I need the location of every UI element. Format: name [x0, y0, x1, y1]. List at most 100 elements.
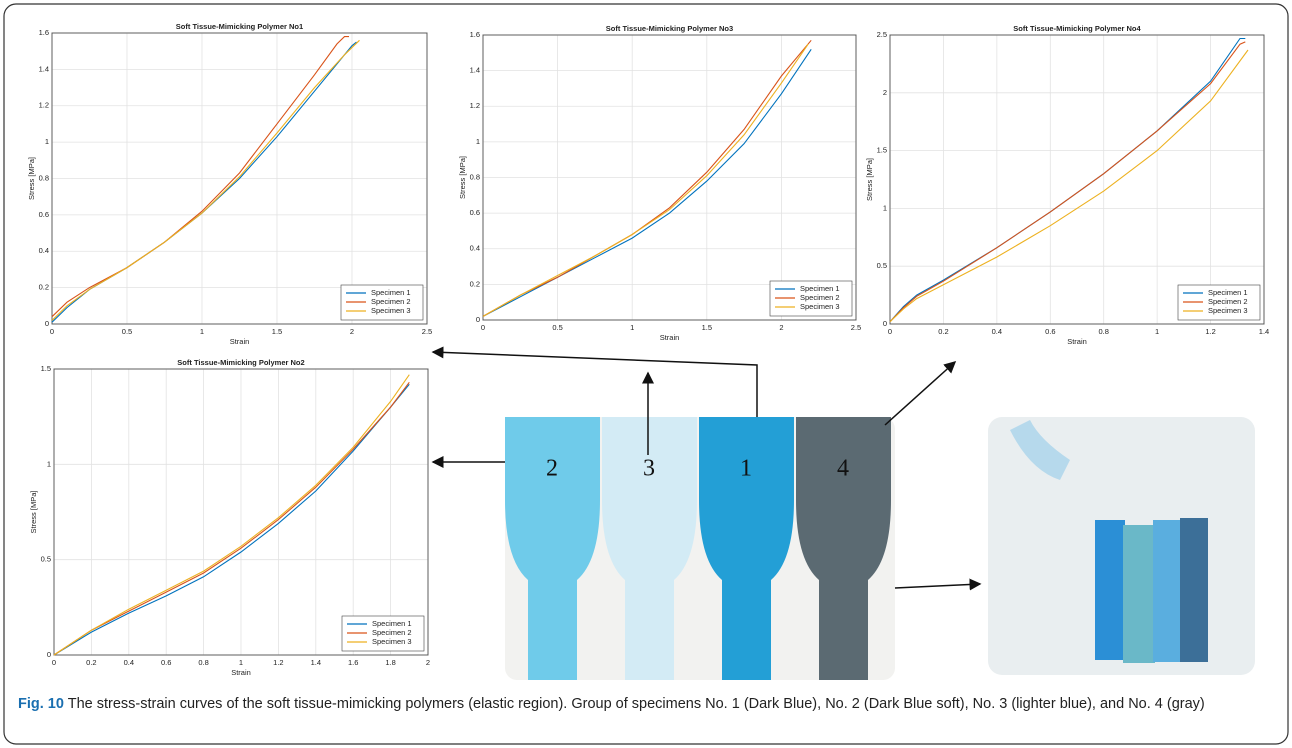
y-tick-label: 1 — [883, 203, 887, 212]
legend-label: Specimen 3 — [1208, 306, 1248, 315]
y-tick-label: 1.5 — [877, 146, 887, 155]
specimen-label: 1 — [740, 456, 752, 482]
x-tick-label: 0.2 — [86, 658, 96, 667]
data-line — [482, 48, 812, 317]
x-tick-label: 2 — [350, 327, 354, 336]
x-tick-label: 0.2 — [938, 327, 948, 336]
legend-label: Specimen 3 — [371, 306, 411, 315]
x-tick-label: 0 — [481, 323, 485, 332]
caption-label: Fig. 10 — [18, 696, 64, 712]
x-tick-label: 0.6 — [161, 658, 171, 667]
chart-title: Soft Tissue-Mimicking Polymer No3 — [606, 24, 733, 33]
y-tick-label: 0 — [476, 315, 480, 324]
y-tick-label: 1.4 — [39, 64, 49, 73]
data-line — [51, 36, 349, 318]
x-tick-label: 0 — [50, 327, 54, 336]
x-axis-label: Strain — [230, 337, 250, 346]
chart-title: Soft Tissue-Mimicking Polymer No2 — [177, 358, 304, 367]
axes-box — [889, 34, 1265, 325]
data-line — [53, 383, 410, 656]
x-axis-label: Strain — [1067, 337, 1087, 346]
x-tick-label: 1.4 — [1259, 327, 1269, 336]
x-tick-label: 0.4 — [124, 658, 134, 667]
chart-title: Soft Tissue-Mimicking Polymer No4 — [1013, 24, 1141, 33]
x-tick-label: 1 — [630, 323, 634, 332]
x-tick-label: 1.8 — [385, 658, 395, 667]
y-tick-label: 0 — [883, 319, 887, 328]
x-tick-label: 2.5 — [851, 323, 861, 332]
x-tick-label: 1.4 — [311, 658, 321, 667]
y-tick-label: 0.2 — [39, 283, 49, 292]
x-tick-label: 1.2 — [1205, 327, 1215, 336]
y-tick-label: 0 — [45, 319, 49, 328]
x-tick-label: 1 — [200, 327, 204, 336]
x-tick-label: 0.5 — [122, 327, 132, 336]
y-tick-label: 0.6 — [470, 208, 480, 217]
x-tick-label: 0 — [888, 327, 892, 336]
legend-label: Specimen 2 — [372, 628, 412, 637]
legend-label: Specimen 3 — [372, 637, 412, 646]
y-tick-label: 1.2 — [39, 101, 49, 110]
caption: Fig. 10 The stress-strain curves of the … — [18, 693, 1268, 715]
data-line — [51, 39, 360, 321]
y-axis-label: Stress [MPa] — [865, 158, 874, 201]
x-tick-label: 1.6 — [348, 658, 358, 667]
data-line — [53, 381, 410, 656]
y-tick-label: 1.6 — [470, 30, 480, 39]
y-tick-label: 0.4 — [470, 244, 480, 253]
photo-stack — [988, 417, 1255, 675]
legend-label: Specimen 1 — [1208, 288, 1248, 297]
y-tick-label: 1.2 — [470, 101, 480, 110]
x-tick-label: 2 — [779, 323, 783, 332]
arrows — [431, 346, 982, 591]
x-tick-label: 1.2 — [273, 658, 283, 667]
specimen-label: 3 — [643, 456, 655, 482]
x-tick-label: 0.8 — [1098, 327, 1108, 336]
y-tick-label: 1.6 — [39, 28, 49, 37]
x-tick-label: 1 — [239, 658, 243, 667]
plot-area — [889, 34, 1265, 325]
x-tick-label: 0 — [52, 658, 56, 667]
x-axis-label: Strain — [660, 333, 680, 342]
data-line — [482, 39, 812, 317]
legend-label: Specimen 1 — [372, 619, 412, 628]
axes-box — [51, 32, 428, 325]
x-tick-label: 1.5 — [272, 327, 282, 336]
data-line — [889, 41, 1246, 323]
y-tick-label: 0.8 — [470, 172, 480, 181]
x-tick-label: 1.5 — [702, 323, 712, 332]
y-tick-label: 2 — [883, 88, 887, 97]
specimen-label: 2 — [546, 456, 558, 482]
y-tick-label: 0 — [47, 650, 51, 659]
y-tick-label: 1 — [45, 137, 49, 146]
caption-text: The stress-strain curves of the soft tis… — [67, 696, 1205, 712]
y-axis-label: Stress [MPa] — [27, 157, 36, 200]
data-line — [889, 49, 1249, 323]
y-tick-label: 2.5 — [877, 30, 887, 39]
legend-label: Specimen 1 — [800, 284, 840, 293]
photo-specimens — [505, 417, 895, 680]
x-tick-label: 0.6 — [1045, 327, 1055, 336]
chart-title: Soft Tissue-Mimicking Polymer No1 — [176, 22, 303, 31]
y-tick-label: 0.2 — [470, 279, 480, 288]
x-tick-label: 2 — [426, 658, 430, 667]
legend-label: Specimen 2 — [1208, 297, 1248, 306]
legend-label: Specimen 3 — [800, 302, 840, 311]
x-tick-label: 2.5 — [422, 327, 432, 336]
y-tick-label: 0.8 — [39, 173, 49, 182]
x-tick-label: 0.5 — [552, 323, 562, 332]
legend-label: Specimen 2 — [800, 293, 840, 302]
x-axis-label: Strain — [231, 668, 251, 677]
legend-label: Specimen 1 — [371, 288, 411, 297]
y-axis-label: Stress [MPa] — [458, 156, 467, 199]
y-tick-label: 0.6 — [39, 210, 49, 219]
y-tick-label: 0.4 — [39, 246, 49, 255]
y-tick-label: 1.5 — [41, 364, 51, 373]
frame — [3, 3, 1289, 745]
y-tick-label: 0.5 — [877, 261, 887, 270]
data-line — [482, 43, 809, 317]
y-tick-label: 0.5 — [41, 555, 51, 564]
y-tick-label: 1 — [47, 459, 51, 468]
